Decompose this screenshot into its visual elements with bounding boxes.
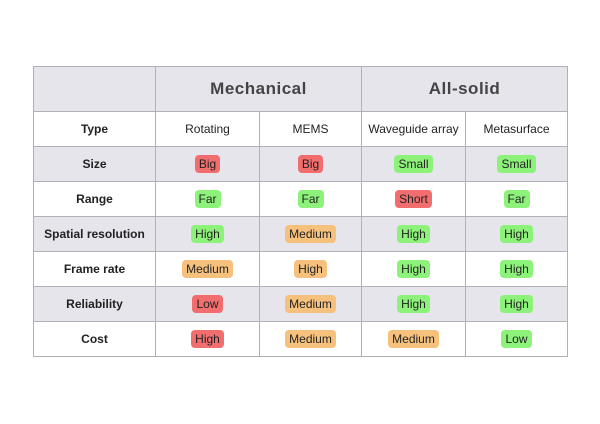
badge: Medium [285, 330, 336, 348]
table-cell: Short [361, 181, 466, 217]
table-cell: Low [155, 286, 260, 322]
badge: Low [192, 295, 223, 313]
table-cell: Small [361, 146, 466, 182]
row-label: Cost [33, 321, 156, 357]
header-row: Mechanical All-solid [33, 66, 568, 112]
badge: High [397, 295, 430, 313]
badge: Short [395, 190, 432, 208]
table-cell: High [361, 286, 466, 322]
badge: High [191, 225, 224, 243]
badge: Big [194, 155, 221, 173]
table-cell: Medium [361, 321, 466, 357]
badge: Big [297, 155, 324, 173]
badge: Small [497, 155, 536, 173]
badge: High [500, 260, 533, 278]
row-label: Size [33, 146, 156, 182]
table-cell: Low [465, 321, 568, 357]
table-cell: High [259, 251, 362, 287]
row-label: Type [33, 111, 156, 147]
group-header: All-solid [361, 66, 568, 112]
column-header: Metasurface [465, 111, 568, 147]
row-label: Spatial resolution [33, 216, 156, 252]
table-cell: High [361, 216, 466, 252]
table-cell: Medium [259, 216, 362, 252]
table-row: Range Far Far Short Far [33, 181, 568, 217]
badge: High [397, 260, 430, 278]
row-label: Frame rate [33, 251, 156, 287]
table-cell: Small [465, 146, 568, 182]
badge: Far [297, 190, 324, 208]
badge: Far [503, 190, 530, 208]
table-cell: High [155, 216, 260, 252]
table-cell: Medium [155, 251, 260, 287]
corner-cell [33, 66, 156, 112]
badge: High [500, 295, 533, 313]
table-cell: Medium [259, 321, 362, 357]
comparison-table: Mechanical All-solid Type Rotating MEMS Waveg… [33, 66, 568, 357]
group-header: Mechanical [155, 66, 362, 112]
badge: Low [501, 330, 532, 348]
table-row: Reliability Low Medium High High [33, 286, 568, 322]
table-cell: High [465, 251, 568, 287]
badge: High [191, 330, 224, 348]
table-cell: Far [465, 181, 568, 217]
column-row: Type Rotating MEMS Waveguide array Metasurfa… [33, 111, 568, 147]
table-cell: High [361, 251, 466, 287]
row-label: Reliability [33, 286, 156, 322]
table-row: Size Big Big Small Small [33, 146, 568, 182]
table-cell: Far [155, 181, 260, 217]
badge: Medium [285, 295, 336, 313]
column-header: MEMS [259, 111, 362, 147]
table-cell: High [465, 216, 568, 252]
badge: High [500, 225, 533, 243]
table-cell: High [465, 286, 568, 322]
row-label: Range [33, 181, 156, 217]
badge: High [397, 225, 430, 243]
table-row: Frame rate Medium High High High [33, 251, 568, 287]
table-row: Cost High Medium Medium Low [33, 321, 568, 357]
table-cell: Big [155, 146, 260, 182]
table-cell: Big [259, 146, 362, 182]
badge: Medium [182, 260, 233, 278]
badge: Small [394, 155, 433, 173]
badge: Medium [285, 225, 336, 243]
table-cell: Far [259, 181, 362, 217]
table-cell: High [155, 321, 260, 357]
column-header: Waveguide array [361, 111, 466, 147]
column-header: Rotating [155, 111, 260, 147]
badge: High [294, 260, 327, 278]
table-row: Spatial resolution High Medium High High [33, 216, 568, 252]
table-cell: Medium [259, 286, 362, 322]
badge: Medium [388, 330, 439, 348]
badge: Far [194, 190, 221, 208]
